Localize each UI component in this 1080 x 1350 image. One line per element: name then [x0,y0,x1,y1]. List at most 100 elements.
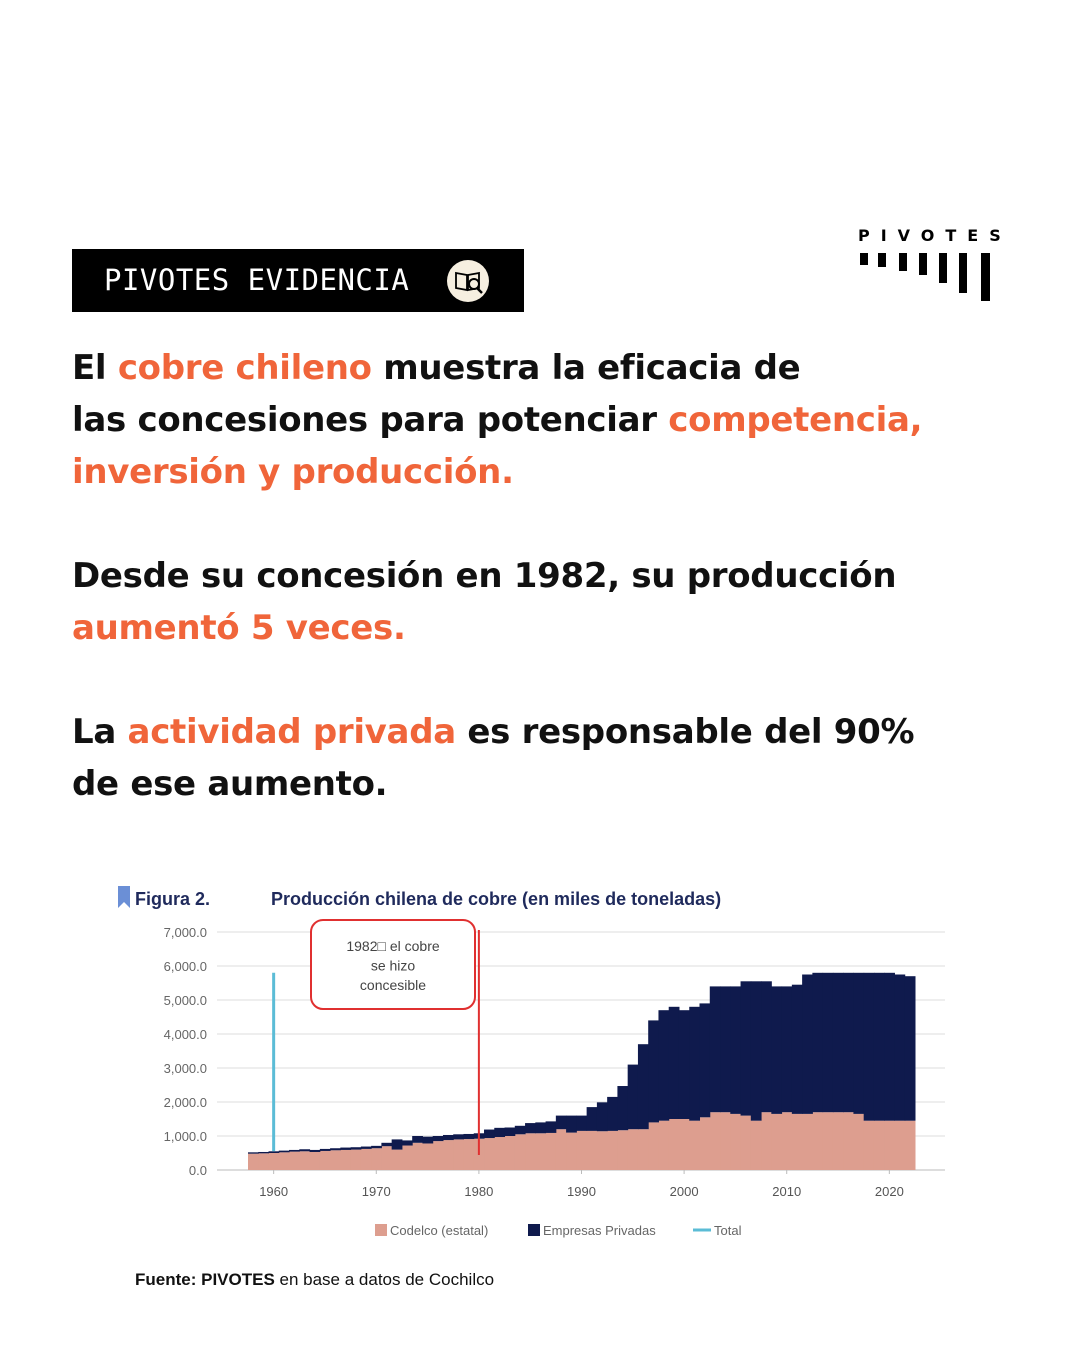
annotation-box [310,919,476,1010]
bar [812,972,824,1113]
bar [576,1130,588,1170]
bar [299,1149,311,1152]
bar [360,1148,372,1170]
badge: PIVOTES EVIDENCIA [72,249,524,312]
bar [843,972,854,1113]
bar [894,1120,906,1170]
paragraph: Desde su concesión en 1982, su producció… [72,550,897,654]
text-line: La actividad privada es responsable del … [72,706,915,758]
x-tick-label: 2000 [670,1184,699,1199]
bar [432,1136,444,1142]
bar [863,972,875,1121]
bar [863,1120,875,1170]
y-tick-label: 5,000.0 [164,993,207,1008]
bar [658,1010,670,1121]
bar [689,1120,701,1170]
bar [627,1064,639,1130]
bar [289,1149,300,1152]
bar [535,1122,547,1134]
bar [381,1142,393,1147]
bar [268,1153,280,1170]
bar [709,1112,721,1170]
x-tick-label: 2020 [875,1184,904,1199]
paragraph: La actividad privada es responsable del … [72,706,915,810]
bar [278,1150,290,1153]
text-line: de ese aumento. [72,758,914,810]
bar [504,1127,516,1136]
bar [525,1123,536,1134]
bar [422,1143,434,1170]
bar [453,1134,464,1140]
bar [617,1086,629,1131]
bar [566,1132,577,1170]
bar [381,1146,393,1170]
bar [442,1140,454,1170]
text-line: aumentó 5 veces. [72,602,896,654]
bar [781,986,793,1113]
bar [750,1120,762,1170]
x-tick-label: 1960 [259,1184,288,1199]
bar [791,1113,803,1170]
highlight-text: aumentó 5 veces. [72,608,406,648]
text-line: las concesiones para potenciar competenc… [72,394,923,446]
bar [299,1151,311,1170]
bar [894,974,906,1121]
bar [607,1130,618,1170]
bar [884,1120,895,1170]
bar [873,972,885,1121]
bar [596,1102,608,1132]
bar [309,1151,321,1170]
annotation-text: 1982□ el cobre [346,938,440,954]
y-tick-label: 7,000.0 [164,925,207,940]
bar [802,1113,813,1170]
bar [802,974,813,1114]
bar [771,1113,783,1170]
bar [812,1112,824,1170]
bar [535,1133,547,1170]
bar [822,1112,834,1170]
bar [360,1146,372,1149]
logo-bars [860,253,990,301]
bar [699,1117,711,1170]
bar [258,1153,270,1170]
bar [391,1139,403,1150]
bar [504,1136,516,1170]
text: La [72,712,128,752]
bar [853,972,865,1114]
bar [484,1138,495,1170]
bar [566,1115,577,1133]
source-part: en base a datos de Cochilco [275,1270,494,1289]
legend-swatch [375,1224,387,1236]
bar [832,1112,844,1170]
bar [463,1133,475,1140]
highlight-text: actividad privada [127,712,457,752]
legend-label: Codelco (estatal) [390,1223,488,1238]
bar [330,1148,341,1151]
bar [678,1010,690,1119]
paragraph: El cobre chileno muestra la eficacia de l… [72,342,923,498]
source-part: Fuente: [135,1270,201,1289]
bar [401,1145,413,1170]
badge-text: PIVOTES EVIDENCIA [104,263,410,297]
bar [340,1149,352,1170]
y-tick-label: 2,000.0 [164,1095,207,1110]
bar [309,1149,321,1152]
text-line: Desde su concesión en 1982, su producció… [72,550,897,602]
bar [248,1152,259,1154]
source-part: PIVOTES [201,1270,275,1289]
bar [678,1119,690,1170]
annotation-text: se hizo [371,958,416,974]
x-tick-label: 1990 [567,1184,596,1199]
bar [545,1121,557,1133]
bar [853,1113,865,1170]
x-tick-label: 1970 [362,1184,391,1199]
bar [904,1120,916,1170]
bar [442,1134,454,1141]
bar [453,1139,464,1170]
bar [648,1020,659,1123]
bar [822,972,834,1113]
bar [371,1145,382,1149]
y-tick-label: 1,000.0 [164,1129,207,1144]
bar [627,1129,639,1170]
